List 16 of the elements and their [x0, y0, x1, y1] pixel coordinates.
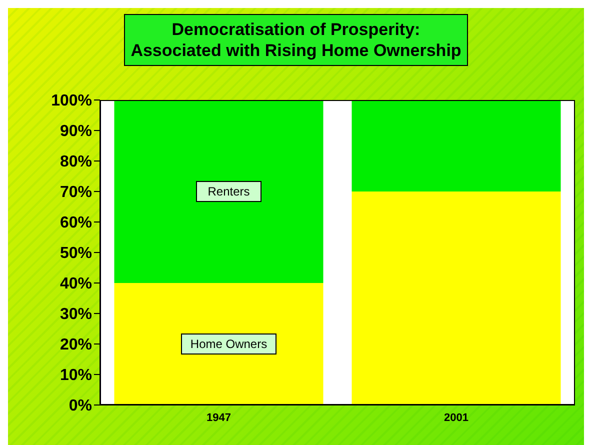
chart-title: Democratisation of Prosperity: Associated with Rising Home Ownership	[124, 14, 468, 66]
x-tick-label: 2001	[444, 412, 468, 424]
y-tick-label: 10%	[60, 367, 92, 384]
y-tick-label: 50%	[60, 245, 92, 262]
y-tick-label: 20%	[60, 336, 92, 354]
y-tick-label: 30%	[60, 306, 92, 324]
y-tick-label: 90%	[60, 123, 92, 140]
y-tick-label: 80%	[60, 154, 92, 171]
y-tick-label: 70%	[60, 184, 92, 202]
series-label: Home Owners	[190, 337, 268, 351]
series-label: Renters	[208, 184, 250, 198]
y-tick-label: 60%	[60, 214, 92, 232]
y-tick-label: 100%	[51, 92, 92, 110]
x-tick-label: 1947	[206, 412, 231, 424]
y-tick-label: 0%	[68, 398, 92, 415]
y-tick-label: 40%	[60, 276, 92, 293]
